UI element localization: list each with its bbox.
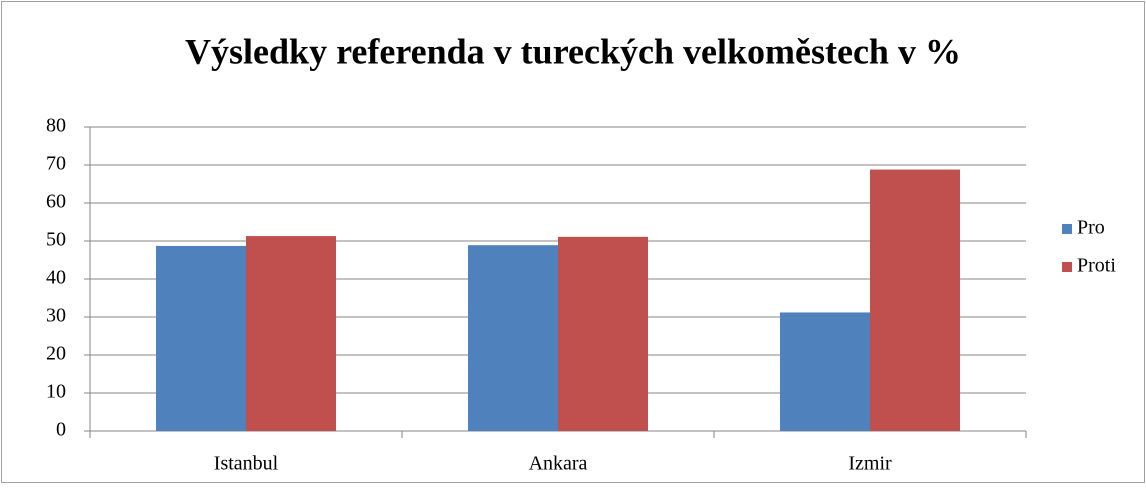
legend-swatch bbox=[1062, 224, 1072, 234]
y-tick-label: 50 bbox=[46, 229, 66, 251]
bar bbox=[468, 245, 558, 431]
bar bbox=[156, 245, 246, 431]
bar bbox=[558, 236, 648, 431]
legend-swatch bbox=[1062, 262, 1072, 272]
y-tick-label: 70 bbox=[46, 153, 66, 175]
y-tick-label: 30 bbox=[46, 305, 66, 327]
y-tick-label: 80 bbox=[46, 115, 66, 137]
legend-label: Pro bbox=[1077, 217, 1105, 239]
y-tick-label: 20 bbox=[46, 343, 66, 365]
x-tick-label: Izmir bbox=[848, 453, 892, 475]
y-tick-label: 40 bbox=[46, 267, 66, 289]
x-tick-label: Istanbul bbox=[214, 453, 279, 475]
bar bbox=[246, 236, 336, 431]
x-tick-label: Ankara bbox=[529, 453, 588, 475]
bar bbox=[870, 169, 960, 431]
y-tick-label: 60 bbox=[46, 191, 66, 213]
bar bbox=[780, 312, 870, 431]
legend-label: Proti bbox=[1077, 255, 1116, 277]
y-tick-label: 10 bbox=[46, 381, 66, 403]
chart-title: Výsledky referenda v tureckých velkoměst… bbox=[185, 31, 961, 71]
y-tick-label: 0 bbox=[56, 419, 66, 441]
